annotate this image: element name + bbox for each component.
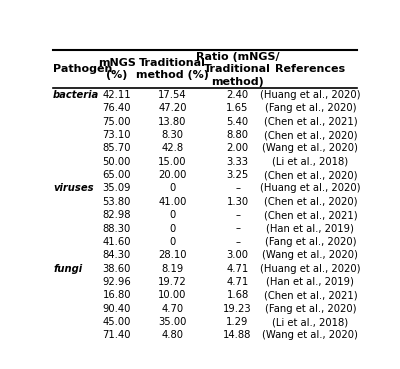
Text: 41.00: 41.00: [158, 197, 187, 207]
Text: –: –: [235, 237, 240, 247]
Text: 65.00: 65.00: [102, 170, 131, 180]
Text: Ratio (mNGS/
Traditional
method): Ratio (mNGS/ Traditional method): [196, 52, 279, 87]
Text: (Chen et al., 2020): (Chen et al., 2020): [264, 170, 357, 180]
Text: 1.65: 1.65: [226, 103, 249, 113]
Text: 92.96: 92.96: [102, 277, 131, 287]
Text: 5.40: 5.40: [226, 117, 249, 127]
Text: 17.54: 17.54: [158, 90, 187, 100]
Text: 76.40: 76.40: [102, 103, 131, 113]
Text: (Li et al., 2018): (Li et al., 2018): [272, 157, 348, 167]
Text: (Wang et al., 2020): (Wang et al., 2020): [262, 250, 358, 260]
Text: 20.00: 20.00: [158, 170, 187, 180]
Text: (Han et al., 2019): (Han et al., 2019): [266, 277, 354, 287]
Text: 4.80: 4.80: [162, 330, 184, 340]
Text: 0: 0: [169, 210, 176, 220]
Text: 3.33: 3.33: [226, 157, 248, 167]
Text: 90.40: 90.40: [102, 304, 131, 314]
Text: 16.80: 16.80: [102, 290, 131, 300]
Text: (Fang et al., 2020): (Fang et al., 2020): [265, 103, 356, 113]
Text: (Li et al., 2018): (Li et al., 2018): [272, 317, 348, 327]
Text: (Huang et al., 2020): (Huang et al., 2020): [260, 263, 361, 273]
Text: 82.98: 82.98: [102, 210, 131, 220]
Text: mNGS
(%): mNGS (%): [98, 58, 136, 80]
Text: –: –: [235, 210, 240, 220]
Text: 19.72: 19.72: [158, 277, 187, 287]
Text: (Wang et al., 2020): (Wang et al., 2020): [262, 330, 358, 340]
Text: 38.60: 38.60: [102, 263, 131, 273]
Text: 4.71: 4.71: [226, 263, 249, 273]
Text: (Chen et al., 2021): (Chen et al., 2021): [264, 210, 357, 220]
Text: 73.10: 73.10: [102, 130, 131, 140]
Text: 71.40: 71.40: [102, 330, 131, 340]
Text: Traditional
method (%): Traditional method (%): [136, 58, 209, 80]
Text: 10.00: 10.00: [158, 290, 187, 300]
Text: 0: 0: [169, 183, 176, 193]
Text: (Chen et al., 2020): (Chen et al., 2020): [264, 130, 357, 140]
Text: fungi: fungi: [53, 263, 82, 273]
Text: 53.80: 53.80: [102, 197, 131, 207]
Text: 41.60: 41.60: [102, 237, 131, 247]
Text: 0: 0: [169, 224, 176, 234]
Text: Pathogen: Pathogen: [53, 64, 112, 74]
Text: 13.80: 13.80: [158, 117, 187, 127]
Text: 1.30: 1.30: [226, 197, 249, 207]
Text: 35.09: 35.09: [102, 183, 131, 193]
Text: 14.88: 14.88: [223, 330, 252, 340]
Text: (Chen et al., 2021): (Chen et al., 2021): [264, 290, 357, 300]
Text: 85.70: 85.70: [102, 144, 131, 154]
Text: 35.00: 35.00: [158, 317, 187, 327]
Text: –: –: [235, 183, 240, 193]
Text: (Han et al., 2019): (Han et al., 2019): [266, 224, 354, 234]
Text: 84.30: 84.30: [102, 250, 131, 260]
Text: 75.00: 75.00: [102, 117, 131, 127]
Text: 1.29: 1.29: [226, 317, 249, 327]
Text: 1.68: 1.68: [226, 290, 249, 300]
Text: 45.00: 45.00: [102, 317, 131, 327]
Text: 4.71: 4.71: [226, 277, 249, 287]
Text: 42.11: 42.11: [102, 90, 131, 100]
Text: viruses: viruses: [53, 183, 94, 193]
Text: bacteria: bacteria: [53, 90, 99, 100]
Text: (Chen et al., 2020): (Chen et al., 2020): [264, 197, 357, 207]
Text: 8.30: 8.30: [162, 130, 184, 140]
Text: 47.20: 47.20: [158, 103, 187, 113]
Text: 2.00: 2.00: [226, 144, 249, 154]
Text: 8.19: 8.19: [161, 263, 184, 273]
Text: (Wang et al., 2020): (Wang et al., 2020): [262, 144, 358, 154]
Text: –: –: [235, 224, 240, 234]
Text: (Fang et al., 2020): (Fang et al., 2020): [265, 237, 356, 247]
Text: 88.30: 88.30: [102, 224, 131, 234]
Text: (Fang et al., 2020): (Fang et al., 2020): [265, 304, 356, 314]
Text: (Huang et al., 2020): (Huang et al., 2020): [260, 183, 361, 193]
Text: 3.25: 3.25: [226, 170, 249, 180]
Text: 28.10: 28.10: [158, 250, 187, 260]
Text: 2.40: 2.40: [226, 90, 249, 100]
Text: (Chen et al., 2021): (Chen et al., 2021): [264, 117, 357, 127]
Text: 19.23: 19.23: [223, 304, 252, 314]
Text: (Huang et al., 2020): (Huang et al., 2020): [260, 90, 361, 100]
Text: 8.80: 8.80: [226, 130, 248, 140]
Text: 42.8: 42.8: [161, 144, 184, 154]
Text: 50.00: 50.00: [102, 157, 131, 167]
Text: 4.70: 4.70: [161, 304, 184, 314]
Text: 15.00: 15.00: [158, 157, 187, 167]
Text: References: References: [275, 64, 346, 74]
Text: 3.00: 3.00: [226, 250, 248, 260]
Text: 0: 0: [169, 237, 176, 247]
